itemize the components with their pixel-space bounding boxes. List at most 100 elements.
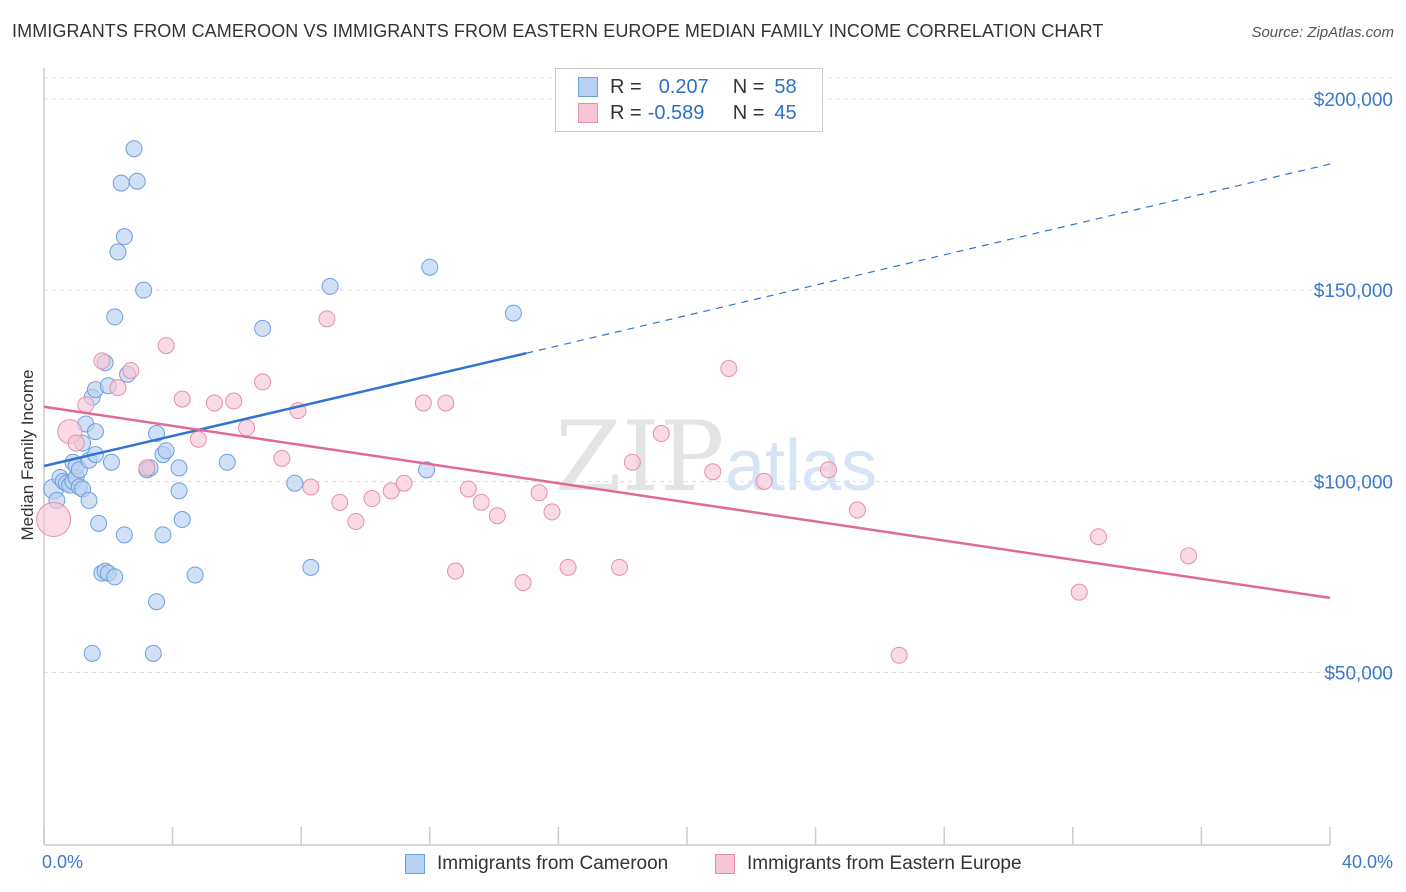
cameroon-point (173, 511, 191, 529)
trend-lines (43, 163, 1331, 600)
cameroon-point (186, 566, 204, 584)
eastern-europe-point (1090, 528, 1108, 546)
eastern-europe-point (652, 425, 670, 443)
eastern-europe-point (543, 503, 561, 521)
cameroon-point (115, 526, 133, 544)
eastern-europe-point (848, 501, 866, 519)
cameroon-point (90, 514, 108, 532)
eastern-europe-point (302, 478, 320, 496)
bottom-legend-cameroon: Immigrants from Cameroon (405, 852, 668, 876)
cameroon-point (321, 277, 339, 295)
eastern-europe-point (819, 461, 837, 479)
cameroon-point (135, 281, 153, 299)
axes (43, 68, 1331, 846)
eastern-europe-point (459, 480, 477, 498)
cameroon-point (154, 526, 172, 544)
eastern-europe-point (173, 390, 191, 408)
cameroon-point (80, 491, 98, 509)
eastern-europe-point (93, 352, 111, 370)
eastern-europe-point (331, 493, 349, 511)
cameroon-point (148, 593, 166, 611)
eastern-europe-point (36, 502, 72, 538)
eastern-europe-point (395, 474, 413, 492)
cameroon-point (254, 319, 272, 337)
y-tick-label-0: $50,000 (1324, 663, 1393, 684)
bottom-legend-swatch-blue (405, 854, 425, 874)
eastern-europe-point (414, 394, 432, 412)
legend-n-label: N = (732, 75, 765, 98)
eastern-europe-point (318, 310, 336, 328)
cameroon-point (115, 228, 133, 246)
legend-row-eastern-europe: R = -0.589 N = 45 (578, 100, 797, 126)
legend-n-value: 45 (774, 101, 797, 124)
cameroon-point (218, 453, 236, 471)
eastern-europe-point (720, 360, 738, 378)
cameroon-point (504, 304, 522, 322)
cameroon-point (106, 308, 124, 326)
trend-line-eastern-europe (43, 405, 1331, 600)
cameroon-point (106, 568, 124, 586)
x-tick-label-min: 0.0% (42, 852, 84, 872)
legend-swatch-blue (578, 77, 598, 97)
cameroon-point (418, 461, 436, 479)
y-tick-label-3: $200,000 (1314, 90, 1393, 111)
eastern-europe-point (488, 507, 506, 525)
cameroon-point (109, 243, 127, 261)
cameroon-point (421, 258, 439, 276)
cameroon-point (144, 644, 162, 662)
trend-line-cameroon-extension (526, 163, 1331, 354)
series-eastern-europe-points (36, 310, 1198, 664)
legend-r-label: R = (610, 101, 642, 124)
bottom-legend-label-cameroon: Immigrants from Cameroon (437, 853, 669, 874)
cameroon-point (286, 474, 304, 492)
eastern-europe-point (238, 419, 256, 437)
legend-row-cameroon: R = 0.207 N = 58 (578, 74, 797, 100)
cameroon-point (112, 174, 130, 192)
cameroon-point (157, 442, 175, 460)
legend-n-value: 58 (774, 75, 797, 98)
chart-title: IMMIGRANTS FROM CAMEROON VS IMMIGRANTS F… (12, 21, 1104, 41)
eastern-europe-point (755, 472, 773, 490)
eastern-europe-point (530, 484, 548, 502)
eastern-europe-point (514, 574, 532, 592)
legend-swatch-pink (578, 103, 598, 123)
eastern-europe-point (67, 434, 85, 452)
eastern-europe-point (363, 490, 381, 508)
gridlines (44, 77, 1395, 673)
legend-r-label: R = (610, 75, 642, 98)
eastern-europe-point (189, 430, 207, 448)
eastern-europe-point (138, 459, 156, 477)
eastern-europe-point (77, 396, 95, 414)
legend-r-value: 0.207 (658, 75, 709, 98)
cameroon-point (86, 423, 104, 441)
eastern-europe-point (559, 558, 577, 576)
correlation-legend: R = 0.207 N = 58 R = -0.589 N = 45 (555, 68, 823, 132)
eastern-europe-point (273, 449, 291, 467)
eastern-europe-point (437, 394, 455, 412)
cameroon-point (83, 644, 101, 662)
y-tick-label-2: $150,000 (1314, 281, 1393, 302)
legend-n-label: N = (732, 101, 765, 124)
cameroon-point (170, 482, 188, 500)
eastern-europe-point (382, 482, 400, 500)
eastern-europe-point (623, 453, 641, 471)
source-label: Source: ZipAtlas.com (1251, 24, 1394, 41)
cameroon-point (128, 172, 146, 190)
legend-r-value: -0.589 (647, 101, 705, 124)
eastern-europe-point (704, 463, 722, 481)
eastern-europe-point (472, 493, 490, 511)
eastern-europe-point (610, 558, 628, 576)
cameroon-point (103, 453, 121, 471)
x-tick-label-max: 40.0% (1341, 852, 1393, 872)
eastern-europe-point (205, 394, 223, 412)
cameroon-point (125, 140, 143, 158)
y-tick-labels: $50,000 $100,000 $150,000 $200,000 (1314, 90, 1393, 684)
bottom-legend-eastern-europe: Immigrants from Eastern Europe (715, 852, 1022, 876)
eastern-europe-point (1070, 583, 1088, 601)
eastern-europe-point (890, 646, 908, 664)
watermark-atlas: atlas (725, 426, 877, 506)
eastern-europe-point (1180, 547, 1198, 565)
eastern-europe-point (347, 512, 365, 530)
eastern-europe-point (122, 361, 140, 379)
bottom-legend-label-eastern-europe: Immigrants from Eastern Europe (747, 853, 1022, 874)
